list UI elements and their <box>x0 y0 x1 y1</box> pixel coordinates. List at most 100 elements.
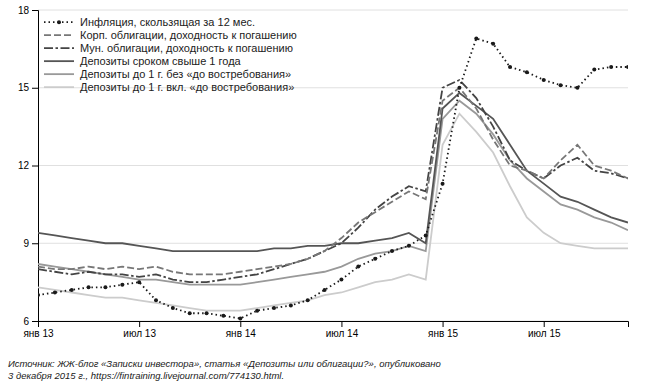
y-tick: 15 <box>18 82 38 93</box>
series-point <box>205 311 209 315</box>
legend-swatch <box>44 47 74 49</box>
x-axis-line <box>39 322 629 328</box>
series-line <box>38 88 628 275</box>
y-tick: 18 <box>18 5 38 16</box>
series-point <box>457 86 461 90</box>
series-line <box>38 114 628 311</box>
series-line <box>38 93 628 251</box>
series-point <box>373 257 377 261</box>
series-line <box>38 39 628 319</box>
y-tick: 9 <box>23 238 38 249</box>
series-line <box>38 80 628 282</box>
series-point <box>137 280 141 284</box>
series-point <box>592 68 596 72</box>
y-axis: 6 9 12 15 18 <box>18 5 39 327</box>
series-point <box>491 42 495 46</box>
y-tick-label: 15 <box>18 82 30 93</box>
legend-swatch <box>44 86 74 88</box>
series-point <box>559 83 563 87</box>
legend-item: Мун. облигации, доходность к погашению <box>44 42 293 54</box>
legend-item: Депозиты до 1 г. вкл. «до востребования» <box>44 81 294 93</box>
legend-item: Инфляция, скользящая за 12 мес. <box>44 16 255 28</box>
x-tick-label: июл 13 <box>123 328 156 339</box>
legend-marker <box>57 20 61 24</box>
grid <box>38 10 628 321</box>
series-point <box>323 288 327 292</box>
x-tick: июл 15 <box>528 321 561 339</box>
series-point <box>339 278 343 282</box>
y-tick: 6 <box>23 316 38 327</box>
series-point <box>542 78 546 82</box>
series-point <box>289 303 293 307</box>
y-tick-mark <box>32 10 38 11</box>
series-point <box>424 233 428 237</box>
y-tick: 12 <box>18 160 38 171</box>
legend-label: Депозиты до 1 г. вкл. «до востребования» <box>80 81 294 93</box>
y-tick-mark <box>32 321 38 322</box>
series-point <box>441 182 445 186</box>
legend-swatch <box>44 34 74 36</box>
x-tick: июл 14 <box>326 321 359 339</box>
series <box>38 80 628 282</box>
series-point <box>171 306 175 310</box>
series-point <box>525 70 529 74</box>
legend-swatch <box>44 60 74 62</box>
x-tick: июл 13 <box>123 321 156 339</box>
x-tick-mark <box>139 321 140 327</box>
legend-item: Депозиты сроком свыше 1 года <box>44 55 242 67</box>
series-point <box>238 316 242 320</box>
x-axis: янв 13 июл 13 янв 14 июл 14 янв 15 июл 15 <box>23 321 628 339</box>
x-tick-label: июл 14 <box>326 328 359 339</box>
y-tick-label: 12 <box>18 160 30 171</box>
series-line <box>38 101 628 285</box>
series-point <box>188 311 192 315</box>
series <box>38 101 628 285</box>
x-tick-label: янв 13 <box>23 328 54 339</box>
legend: Инфляция, скользящая за 12 мес.Корп. обл… <box>44 16 297 93</box>
x-tick-mark <box>544 321 545 327</box>
series-point <box>255 309 259 313</box>
legend-label: Мун. облигации, доходность к погашению <box>80 42 293 54</box>
series <box>38 37 628 321</box>
legend-label: Корп. облигации, доходность к погашению <box>80 29 297 41</box>
series <box>38 93 628 251</box>
legend-swatch <box>44 73 74 75</box>
series-point <box>221 314 225 318</box>
series-point <box>407 244 411 248</box>
series-point <box>609 65 613 69</box>
series-point <box>87 285 91 289</box>
legend-label: Депозиты до 1 г. без «до востребования» <box>80 68 291 80</box>
series-point <box>306 298 310 302</box>
series-point <box>70 288 74 292</box>
y-axis-line <box>32 11 39 322</box>
grid-line <box>38 165 628 166</box>
x-tick-label: июл 15 <box>528 328 561 339</box>
series-point <box>38 293 40 297</box>
series <box>38 114 628 311</box>
y-tick-label: 6 <box>23 316 29 327</box>
x-tick-mark <box>341 321 342 327</box>
series-point <box>53 290 57 294</box>
series-point <box>474 37 478 41</box>
legend-item: Корп. облигации, доходность к погашению <box>44 29 297 41</box>
grid-line <box>38 10 628 11</box>
series-point <box>508 65 512 69</box>
series-point <box>154 298 158 302</box>
plot: янв 13 июл 13 янв 14 июл 14 янв 15 июл 15 6 9 12… <box>18 5 630 339</box>
series-point <box>272 306 276 310</box>
series-point <box>626 65 628 69</box>
y-tick-label: 9 <box>23 238 29 249</box>
x-tick-mark <box>240 321 241 327</box>
series-point <box>575 86 579 90</box>
series-point <box>356 265 360 269</box>
series <box>38 88 628 275</box>
legend-label: Инфляция, скользящая за 12 мес. <box>80 16 255 28</box>
legend-item: Депозиты до 1 г. без «до востребования» <box>44 68 291 80</box>
x-tick-label: янв 14 <box>226 328 257 339</box>
x-tick-label: янв 15 <box>428 328 459 339</box>
y-tick-mark <box>32 166 38 167</box>
legend-label: Депозиты сроком свыше 1 года <box>80 55 242 67</box>
y-tick-mark <box>32 243 38 244</box>
series-point <box>120 283 124 287</box>
x-tick-mark <box>443 321 444 327</box>
